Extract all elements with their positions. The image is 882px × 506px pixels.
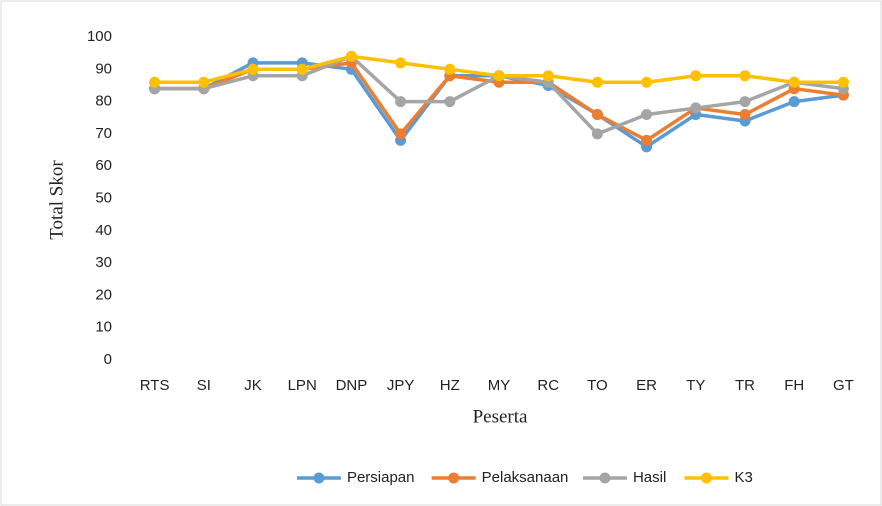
legend-label: K3: [734, 469, 752, 486]
y-tick-label: 30: [95, 254, 112, 271]
x-tick-label: FH: [784, 377, 804, 394]
data-point: [395, 57, 407, 69]
y-tick-label: 90: [95, 60, 112, 77]
x-tick-label: DNP: [336, 377, 368, 394]
data-point: [788, 76, 800, 88]
data-point: [641, 76, 653, 88]
data-point: [739, 70, 751, 82]
y-tick-label: 20: [95, 286, 112, 303]
data-point: [591, 109, 603, 121]
x-axis-label: Peserta: [473, 406, 528, 427]
data-point: [837, 76, 849, 88]
x-tick-label: HZ: [440, 377, 460, 394]
y-tick-label: 40: [95, 222, 112, 239]
y-axis-label: Total Skor: [46, 160, 67, 240]
x-tick-label: TO: [587, 377, 608, 394]
x-tick-label: LPN: [288, 377, 317, 394]
data-point: [149, 76, 161, 88]
y-tick-label: 80: [95, 93, 112, 110]
y-tick-label: 70: [95, 125, 112, 142]
data-point: [542, 70, 554, 82]
legend-label: Persiapan: [347, 469, 415, 486]
data-point: [395, 128, 407, 140]
x-tick-label: JPY: [387, 377, 415, 394]
data-point: [247, 63, 259, 75]
legend-marker: [599, 472, 611, 484]
legend-marker: [313, 472, 325, 484]
data-point: [395, 96, 407, 108]
data-point: [690, 102, 702, 114]
x-tick-label: RTS: [140, 377, 170, 394]
data-point: [296, 63, 308, 75]
y-tick-label: 10: [95, 319, 112, 336]
y-tick-label: 50: [95, 189, 112, 206]
data-point: [591, 128, 603, 140]
y-tick-label: 60: [95, 157, 112, 174]
y-tick-label: 0: [104, 351, 112, 368]
x-tick-label: TR: [735, 377, 755, 394]
data-point: [788, 96, 800, 108]
legend-label: Hasil: [633, 469, 666, 486]
x-tick-label: JK: [244, 377, 262, 394]
legend-marker: [700, 472, 712, 484]
x-tick-label: MY: [488, 377, 511, 394]
legend-label: Pelaksanaan: [482, 469, 569, 486]
data-point: [493, 70, 505, 82]
y-tick-label: 100: [87, 28, 112, 45]
x-tick-label: SI: [197, 377, 211, 394]
data-point: [444, 96, 456, 108]
data-point: [739, 109, 751, 121]
data-point: [739, 96, 751, 108]
data-point: [444, 63, 456, 75]
data-point: [345, 50, 357, 62]
x-tick-label: ER: [636, 377, 657, 394]
legend-marker: [448, 472, 460, 484]
x-tick-label: RC: [537, 377, 559, 394]
data-point: [641, 109, 653, 121]
data-point: [690, 70, 702, 82]
x-tick-label: GT: [833, 377, 854, 394]
data-point: [198, 76, 210, 88]
data-point: [591, 76, 603, 88]
data-point: [641, 134, 653, 146]
x-tick-label: TY: [686, 377, 705, 394]
